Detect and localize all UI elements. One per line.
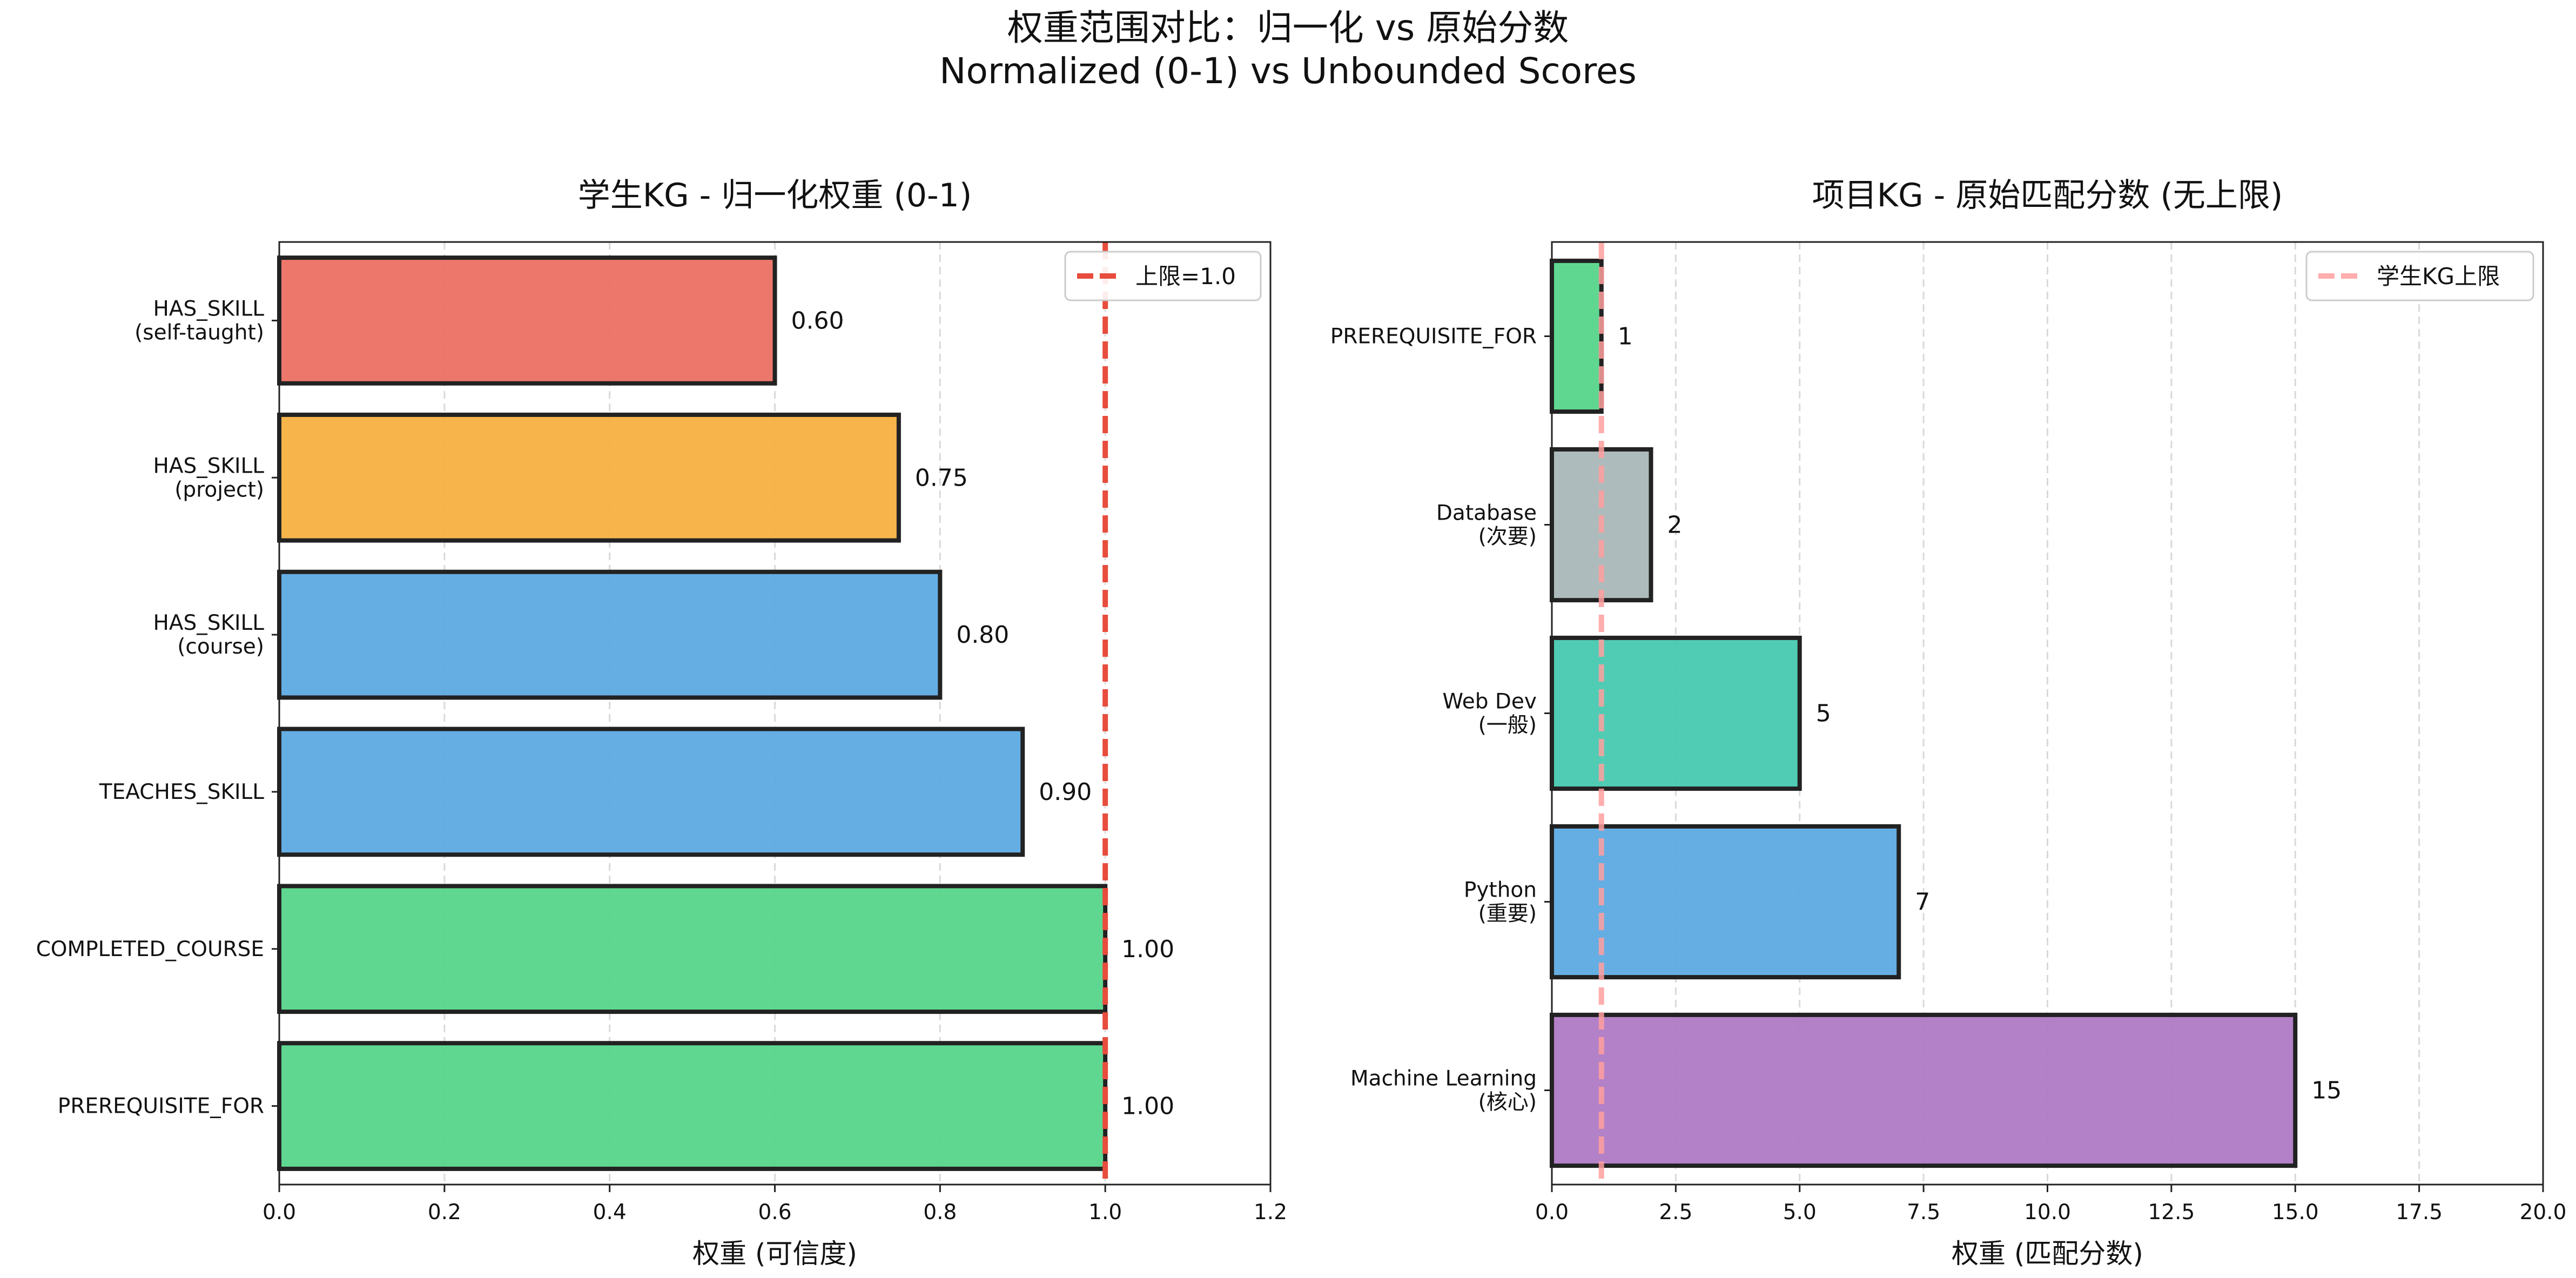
y-tick-label: (course) bbox=[177, 635, 264, 659]
bar bbox=[1550, 1012, 2298, 1168]
y-tick-label: (self-taught) bbox=[134, 320, 264, 345]
x-tick-label: 0.8 bbox=[923, 1200, 957, 1225]
figure-title: 权重范围对比：归一化 vs 原始分数 bbox=[1007, 7, 1569, 49]
legend-label: 上限=1.0 bbox=[1135, 263, 1236, 290]
x-tick-label: 7.5 bbox=[1907, 1200, 1940, 1225]
y-tick-label: (次要) bbox=[1478, 525, 1537, 549]
legend-label: 学生KG上限 bbox=[2377, 263, 2500, 290]
x-tick-label: 0.2 bbox=[428, 1200, 461, 1225]
y-tick-label: TEACHES_SKILL bbox=[99, 780, 264, 804]
bar-value-label: 0.60 bbox=[791, 307, 844, 334]
bar-value-label: 2 bbox=[1667, 512, 1683, 539]
y-tick-label: (project) bbox=[174, 477, 264, 502]
bar bbox=[277, 1041, 1108, 1171]
right-chart: 15 Machine Learning(核心) 7 Python(重要) 5 Web De… bbox=[1330, 241, 2567, 1269]
bar-value-label: 5 bbox=[1816, 700, 1831, 728]
legend-box bbox=[1064, 251, 1262, 301]
y-tick-label: Database bbox=[1436, 501, 1537, 526]
bar bbox=[277, 255, 777, 386]
x-tick-label: 1.0 bbox=[1088, 1200, 1122, 1225]
bar bbox=[1550, 824, 1901, 980]
x-axis-label: 权重 (匹配分数) bbox=[1952, 1238, 2143, 1269]
y-tick-label: COMPLETED_COURSE bbox=[36, 937, 264, 961]
x-tick-label: 1.2 bbox=[1254, 1200, 1287, 1225]
bar bbox=[277, 569, 943, 700]
bar-value-label: 1.00 bbox=[1121, 936, 1174, 963]
bar bbox=[277, 412, 901, 543]
x-tick-label: 0.0 bbox=[1535, 1200, 1569, 1225]
y-tick-label: HAS_SKILL bbox=[153, 297, 264, 321]
x-tick-label: 2.5 bbox=[1659, 1200, 1692, 1225]
y-tick-label: (一般) bbox=[1478, 714, 1537, 738]
bar-value-label: 7 bbox=[1915, 889, 1930, 916]
x-tick-label: 10.0 bbox=[2024, 1200, 2071, 1225]
y-tick-label: PREREQUISITE_FOR bbox=[58, 1094, 264, 1119]
bar-value-label: 0.80 bbox=[956, 621, 1009, 649]
right-chart-title: 项目KG - 原始匹配分数 (无上限) bbox=[1812, 177, 2283, 214]
x-tick-label: 5.0 bbox=[1783, 1200, 1817, 1225]
x-tick-label: 0.0 bbox=[263, 1200, 296, 1225]
bar-value-label: 1 bbox=[1618, 323, 1633, 351]
legend-box bbox=[2305, 251, 2534, 301]
x-tick-label: 20.0 bbox=[2520, 1200, 2567, 1225]
x-tick-label: 17.5 bbox=[2396, 1200, 2443, 1225]
bar-value-label: 0.90 bbox=[1039, 778, 1092, 806]
bar bbox=[1550, 635, 1802, 791]
x-tick-label: 0.4 bbox=[593, 1200, 627, 1225]
y-tick-label: PREREQUISITE_FOR bbox=[1330, 325, 1537, 349]
y-tick-label: (重要) bbox=[1478, 902, 1537, 926]
bar-value-label: 1.00 bbox=[1121, 1093, 1174, 1120]
left-chart: 1.00 PREREQUISITE_FOR 1.00 COMPLETED_COURSE… bbox=[36, 241, 1287, 1269]
y-tick-label: (核心) bbox=[1478, 1091, 1537, 1115]
x-tick-label: 0.6 bbox=[758, 1200, 791, 1225]
x-tick-label: 15.0 bbox=[2272, 1200, 2319, 1225]
bar bbox=[277, 884, 1108, 1014]
y-tick-label: HAS_SKILL bbox=[153, 611, 264, 635]
left-chart-title: 学生KG - 归一化权重 (0-1) bbox=[577, 177, 972, 214]
bar bbox=[277, 727, 1025, 857]
figure-subtitle: Normalized (0-1) vs Unbounded Scores bbox=[939, 50, 1637, 92]
bar-value-label: 15 bbox=[2311, 1077, 2342, 1105]
x-axis-label: 权重 (可信度) bbox=[692, 1238, 857, 1269]
y-tick-label: Python bbox=[1464, 878, 1537, 903]
y-tick-label: HAS_SKILL bbox=[153, 454, 264, 478]
y-tick-label: Machine Learning bbox=[1350, 1067, 1537, 1091]
y-tick-label: Web Dev bbox=[1442, 690, 1537, 714]
x-tick-label: 12.5 bbox=[2148, 1200, 2195, 1225]
bar bbox=[1550, 258, 1604, 414]
bar-value-label: 0.75 bbox=[915, 464, 968, 492]
